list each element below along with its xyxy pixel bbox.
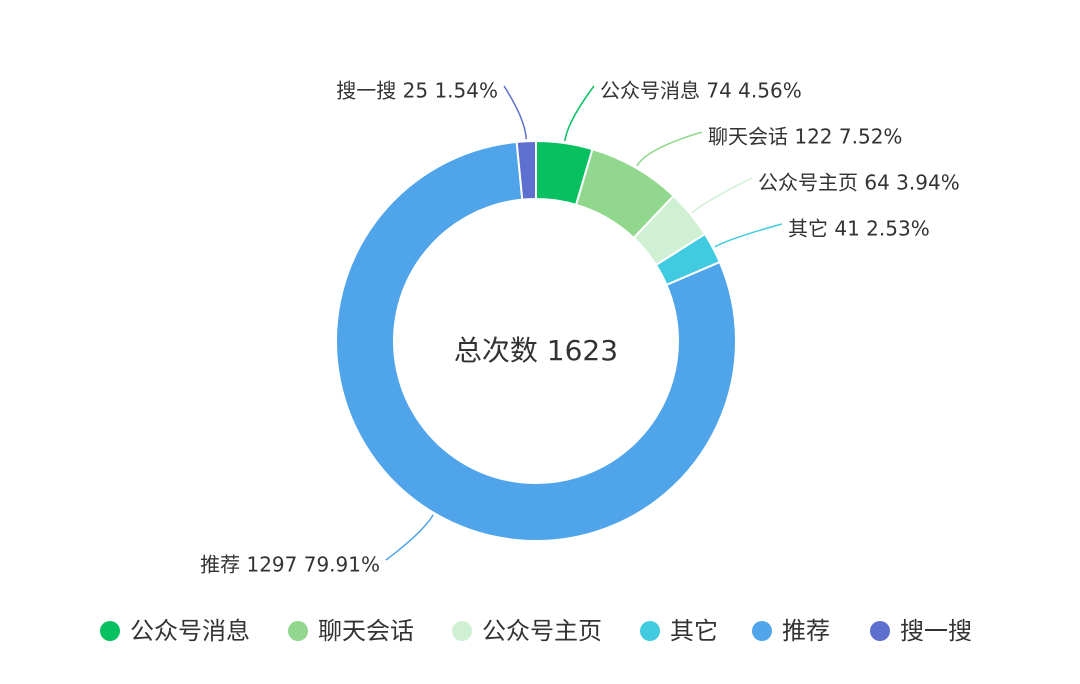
legend-swatch-2 xyxy=(288,621,308,641)
leader-line-6 xyxy=(503,85,527,140)
legend-label-6: 搜一搜 xyxy=(900,617,972,645)
legend-item-5[interactable]: 推荐 xyxy=(752,617,830,645)
legend-swatch-3 xyxy=(452,621,472,641)
legend-label-4: 其它 xyxy=(670,617,718,645)
donut-slices xyxy=(335,139,737,542)
leader-line-3 xyxy=(691,177,753,214)
legend-item-4[interactable]: 其它 xyxy=(640,617,718,645)
leader-line-5 xyxy=(385,514,434,561)
legend-swatch-6 xyxy=(870,621,890,641)
slice-label-5: 推荐 1297 79.91% xyxy=(200,553,380,577)
legend-label-5: 推荐 xyxy=(782,617,830,645)
legend-label-3: 公众号主页 xyxy=(482,617,602,645)
legend-swatch-5 xyxy=(752,621,772,641)
leader-lines xyxy=(385,85,783,561)
slice-5[interactable] xyxy=(335,140,737,542)
leader-line-2 xyxy=(636,131,703,167)
legend-label-2: 聊天会话 xyxy=(318,617,414,645)
leader-line-1 xyxy=(564,85,595,142)
legend-item-6[interactable]: 搜一搜 xyxy=(870,617,972,645)
slice-labels: 公众号消息 74 4.56% 聊天会话 122 7.52% 公众号主页 64 3.9… xyxy=(200,79,960,577)
center-total-label: 总次数 1623 xyxy=(454,334,618,367)
legend-swatch-4 xyxy=(640,621,660,641)
slice-label-1: 公众号消息 74 4.56% xyxy=(600,79,802,103)
legend-label-1: 公众号消息 xyxy=(130,617,250,645)
slice-label-2: 聊天会话 122 7.52% xyxy=(708,125,902,149)
legend-item-1[interactable]: 公众号消息 xyxy=(100,617,250,645)
slice-6[interactable] xyxy=(515,139,537,201)
slice-label-6: 搜一搜 25 1.54% xyxy=(336,79,498,103)
legend: 公众号消息 聊天会话 公众号主页 其它 推荐 搜一搜 xyxy=(100,617,972,645)
legend-swatch-1 xyxy=(100,621,120,641)
legend-item-2[interactable]: 聊天会话 xyxy=(288,617,414,645)
slice-label-3: 公众号主页 64 3.94% xyxy=(758,171,960,195)
slice-label-4: 其它 41 2.53% xyxy=(788,217,930,241)
leader-line-4 xyxy=(714,223,783,248)
legend-item-3[interactable]: 公众号主页 xyxy=(452,617,602,645)
